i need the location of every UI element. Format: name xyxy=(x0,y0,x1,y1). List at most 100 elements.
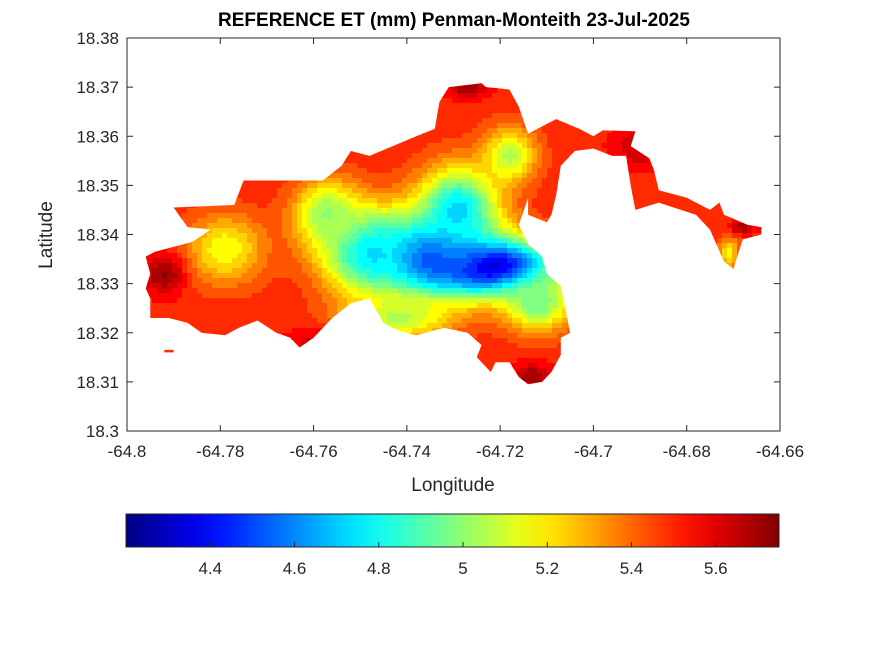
heat-cell xyxy=(502,93,508,99)
heat-cell xyxy=(457,133,463,139)
heat-cell xyxy=(372,218,378,224)
heat-cell xyxy=(492,168,498,174)
heat-cell xyxy=(512,138,518,144)
heat-cell xyxy=(307,188,313,194)
heat-cell xyxy=(262,218,268,224)
heat-cell xyxy=(392,188,398,194)
heat-cell xyxy=(372,198,378,204)
heat-cell xyxy=(287,183,293,189)
heat-cell xyxy=(357,153,363,159)
heat-cell xyxy=(477,153,483,159)
heat-cell xyxy=(357,218,363,224)
heat-cell xyxy=(512,163,518,169)
heat-cell xyxy=(352,218,358,224)
heat-cell xyxy=(627,133,633,139)
heat-cell xyxy=(552,178,558,184)
heat-cell xyxy=(617,153,623,159)
heat-cell xyxy=(377,178,383,184)
heat-cell xyxy=(462,143,468,149)
heat-cell xyxy=(517,178,523,184)
heat-cell xyxy=(447,98,453,104)
heat-cell xyxy=(442,183,448,189)
heat-cell xyxy=(372,208,378,214)
heat-cell xyxy=(512,148,518,154)
heat-cell xyxy=(467,183,473,189)
heat-cell xyxy=(697,213,703,219)
heat-cell xyxy=(207,228,213,234)
heat-cell xyxy=(452,88,458,94)
heat-cell xyxy=(522,163,528,169)
heat-cell xyxy=(307,218,313,224)
heat-cell xyxy=(632,193,638,199)
heat-cell xyxy=(317,183,323,189)
heat-cell xyxy=(627,158,633,164)
heat-cell xyxy=(447,203,453,209)
heat-cell xyxy=(367,218,373,224)
heat-cell xyxy=(527,183,533,189)
heat-cell xyxy=(347,178,353,184)
heat-cell xyxy=(502,178,508,184)
heat-cell xyxy=(462,128,468,134)
heat-cell xyxy=(492,208,498,214)
heat-cell xyxy=(512,193,518,199)
heat-cell xyxy=(182,218,188,224)
heat-cell xyxy=(507,138,513,144)
heat-cell xyxy=(447,223,453,229)
heat-cell xyxy=(502,168,508,174)
heat-cell xyxy=(477,183,483,189)
heat-cell xyxy=(282,203,288,209)
heat-cell xyxy=(212,213,218,219)
heat-cell xyxy=(392,173,398,179)
heat-cell xyxy=(477,208,483,214)
heat-cell xyxy=(247,183,253,189)
heat-cell xyxy=(377,163,383,169)
heat-cell xyxy=(712,208,718,214)
heat-cell xyxy=(587,143,593,149)
heat-cell xyxy=(462,133,468,139)
heat-cell xyxy=(522,183,528,189)
heat-cell xyxy=(222,203,228,209)
heat-cell xyxy=(712,218,718,224)
heat-cell xyxy=(557,163,563,169)
heat-cell xyxy=(212,208,218,214)
heat-cell xyxy=(332,188,338,194)
heat-cell xyxy=(547,163,553,169)
heat-cell xyxy=(452,223,458,229)
heat-cell xyxy=(542,143,548,149)
heat-cell xyxy=(222,223,228,229)
heat-cell xyxy=(517,143,523,149)
heat-cell xyxy=(482,153,488,159)
heat-cell xyxy=(472,163,478,169)
heat-cell xyxy=(492,88,498,94)
heat-cell xyxy=(542,138,548,144)
heat-cell xyxy=(462,193,468,199)
heat-cell xyxy=(472,173,478,179)
heat-cell xyxy=(522,173,528,179)
heat-cell xyxy=(252,213,258,219)
heat-cell xyxy=(497,98,503,104)
heat-cell xyxy=(542,158,548,164)
heat-cell xyxy=(492,128,498,134)
heat-cell xyxy=(612,128,618,134)
heat-cell xyxy=(317,223,323,229)
heat-cell xyxy=(297,188,303,194)
heat-cell xyxy=(332,178,338,184)
heat-cell xyxy=(362,158,368,164)
heat-cell xyxy=(442,173,448,179)
heat-cell xyxy=(282,188,288,194)
heat-cell xyxy=(457,188,463,194)
heat-cell xyxy=(682,208,688,214)
heat-cell xyxy=(262,208,268,214)
heat-cell xyxy=(542,153,548,159)
heat-cell xyxy=(242,193,248,199)
heat-cell xyxy=(532,188,538,194)
heat-cell xyxy=(217,218,223,224)
heat-cell xyxy=(502,153,508,159)
heat-cell xyxy=(472,178,478,184)
heat-cell xyxy=(572,133,578,139)
heat-cell xyxy=(567,128,573,134)
heat-cell xyxy=(442,208,448,214)
heat-cell xyxy=(512,158,518,164)
heat-cell xyxy=(272,218,278,224)
heat-cell xyxy=(367,223,373,229)
